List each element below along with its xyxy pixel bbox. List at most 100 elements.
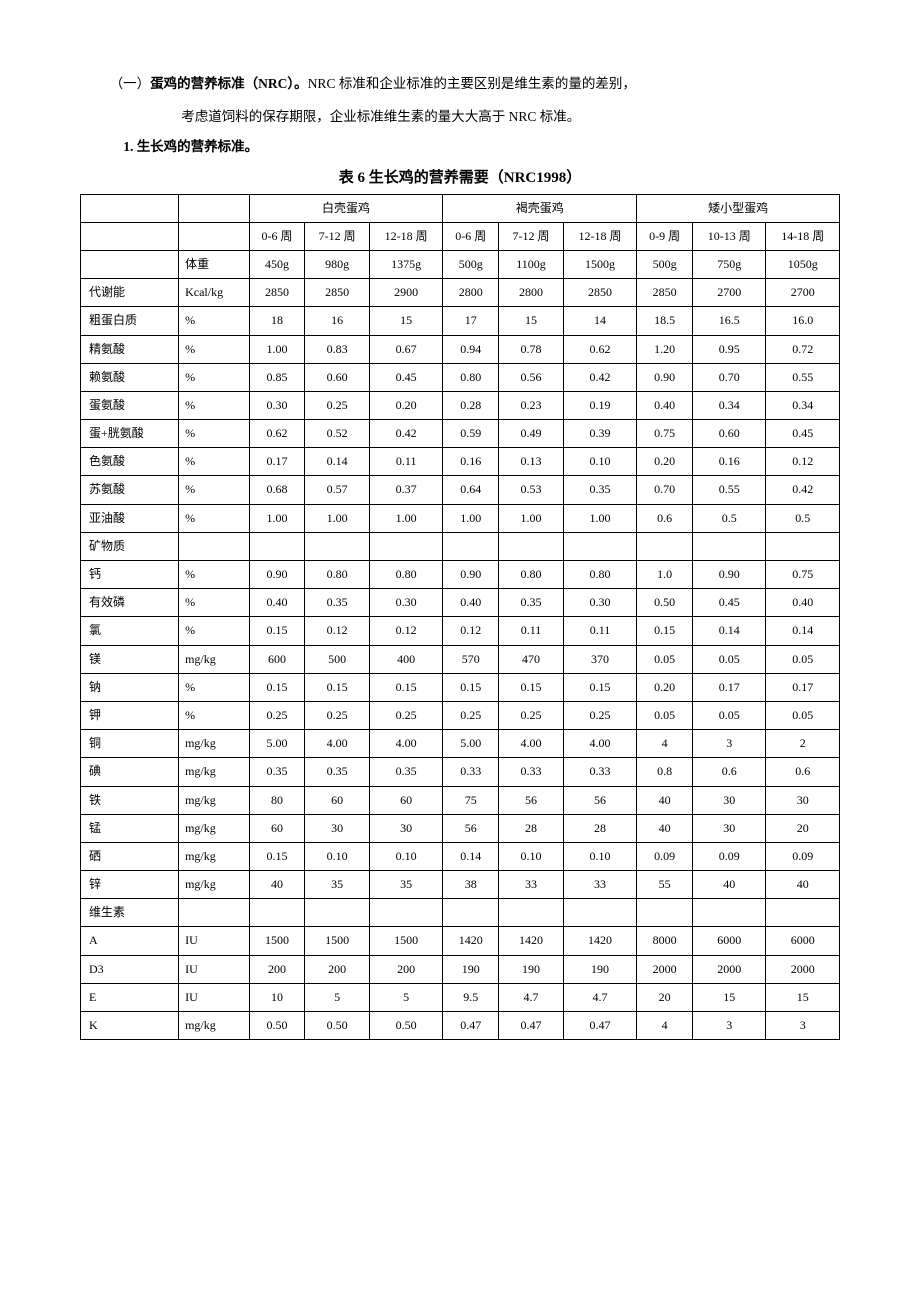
- data-cell: 0.59: [443, 420, 499, 448]
- data-cell: 56: [499, 786, 564, 814]
- data-cell: 15: [693, 983, 766, 1011]
- data-cell: 4.7: [499, 983, 564, 1011]
- period-header: 0-6 周: [249, 222, 305, 250]
- data-cell: 0.45: [369, 363, 442, 391]
- data-cell: 0.70: [693, 363, 766, 391]
- table-row: 色氨酸%0.170.140.110.160.130.100.200.160.12: [81, 448, 840, 476]
- data-cell: 0.5: [766, 504, 840, 532]
- data-cell: 40: [637, 814, 693, 842]
- weight-label: 体重: [179, 250, 249, 278]
- data-cell: 0.20: [637, 673, 693, 701]
- data-cell: 190: [499, 955, 564, 983]
- data-cell: 0.12: [369, 617, 442, 645]
- data-cell: 0.20: [637, 448, 693, 476]
- data-cell: 0.10: [499, 842, 564, 870]
- table-row: 亚油酸%1.001.001.001.001.001.000.60.50.5: [81, 504, 840, 532]
- table-row: 矿物质: [81, 532, 840, 560]
- data-cell: 0.6: [766, 758, 840, 786]
- data-cell: [369, 532, 442, 560]
- data-cell: 0.11: [499, 617, 564, 645]
- row-unit: mg/kg: [179, 1012, 249, 1040]
- data-cell: 0.35: [499, 589, 564, 617]
- data-cell: 0.05: [766, 645, 840, 673]
- data-cell: 1.00: [249, 504, 305, 532]
- data-cell: 0.80: [499, 561, 564, 589]
- data-cell: 2700: [766, 279, 840, 307]
- table-row: 锌mg/kg403535383333554040: [81, 871, 840, 899]
- data-cell: 0.25: [499, 701, 564, 729]
- data-cell: 0.64: [443, 476, 499, 504]
- data-cell: [305, 899, 370, 927]
- table-row: 维生素: [81, 899, 840, 927]
- row-unit: mg/kg: [179, 786, 249, 814]
- table-row: 苏氨酸%0.680.570.370.640.530.350.700.550.42: [81, 476, 840, 504]
- table-row: 锰mg/kg603030562828403020: [81, 814, 840, 842]
- data-cell: 0.6: [693, 758, 766, 786]
- data-cell: 1.00: [443, 504, 499, 532]
- data-cell: 0.85: [249, 363, 305, 391]
- data-cell: 0.17: [766, 673, 840, 701]
- data-cell: 0.37: [369, 476, 442, 504]
- data-cell: 17: [443, 307, 499, 335]
- intro-line-2: 考虑道饲料的保存期限，企业标准维生素的量大大高于 NRC 标准。: [80, 103, 840, 130]
- weight-cell: 1100g: [499, 250, 564, 278]
- data-cell: 1420: [443, 927, 499, 955]
- data-cell: 0.40: [637, 391, 693, 419]
- data-cell: 0.50: [249, 1012, 305, 1040]
- data-cell: 0.34: [693, 391, 766, 419]
- data-cell: 0.42: [766, 476, 840, 504]
- data-cell: 0.05: [766, 701, 840, 729]
- row-label: 镁: [81, 645, 179, 673]
- data-cell: 1.20: [637, 335, 693, 363]
- data-cell: 0.13: [499, 448, 564, 476]
- data-cell: 40: [249, 871, 305, 899]
- row-unit: IU: [179, 955, 249, 983]
- data-cell: 0.12: [766, 448, 840, 476]
- data-cell: 35: [369, 871, 442, 899]
- row-label: 锰: [81, 814, 179, 842]
- row-label: 精氨酸: [81, 335, 179, 363]
- data-cell: 0.16: [443, 448, 499, 476]
- data-cell: 0.34: [766, 391, 840, 419]
- row-unit: mg/kg: [179, 871, 249, 899]
- data-cell: [637, 899, 693, 927]
- data-cell: 0.47: [443, 1012, 499, 1040]
- row-unit: mg/kg: [179, 758, 249, 786]
- row-unit: %: [179, 476, 249, 504]
- data-cell: 33: [499, 871, 564, 899]
- data-cell: [443, 532, 499, 560]
- weight-cell: 1375g: [369, 250, 442, 278]
- data-cell: 0.14: [443, 842, 499, 870]
- row-label: 矿物质: [81, 532, 179, 560]
- data-cell: [766, 532, 840, 560]
- data-cell: 40: [693, 871, 766, 899]
- data-cell: 0.83: [305, 335, 370, 363]
- row-unit: %: [179, 561, 249, 589]
- weight-row: 体重 450g 980g 1375g 500g 1100g 1500g 500g…: [81, 250, 840, 278]
- row-label: 代谢能: [81, 279, 179, 307]
- weight-cell: 1050g: [766, 250, 840, 278]
- data-cell: 0.35: [369, 758, 442, 786]
- data-cell: 0.47: [563, 1012, 636, 1040]
- data-cell: 0.75: [637, 420, 693, 448]
- row-unit: mg/kg: [179, 814, 249, 842]
- data-cell: 2000: [693, 955, 766, 983]
- data-cell: 1420: [563, 927, 636, 955]
- data-cell: 0.14: [305, 448, 370, 476]
- data-cell: 0.50: [305, 1012, 370, 1040]
- data-cell: 0.80: [563, 561, 636, 589]
- data-cell: 5: [369, 983, 442, 1011]
- data-cell: 6000: [766, 927, 840, 955]
- data-cell: 1.00: [249, 335, 305, 363]
- data-cell: 0.80: [305, 561, 370, 589]
- data-cell: 2850: [563, 279, 636, 307]
- data-cell: 0.11: [563, 617, 636, 645]
- data-cell: 470: [499, 645, 564, 673]
- data-cell: 0.25: [369, 701, 442, 729]
- data-cell: 0.09: [766, 842, 840, 870]
- intro-bold: 蛋鸡的营养标准（NRC）。: [150, 76, 308, 91]
- data-cell: 0.14: [693, 617, 766, 645]
- data-cell: 0.35: [563, 476, 636, 504]
- row-label: 钙: [81, 561, 179, 589]
- table-title: 表 6 生长鸡的营养需要（NRC1998）: [80, 166, 840, 190]
